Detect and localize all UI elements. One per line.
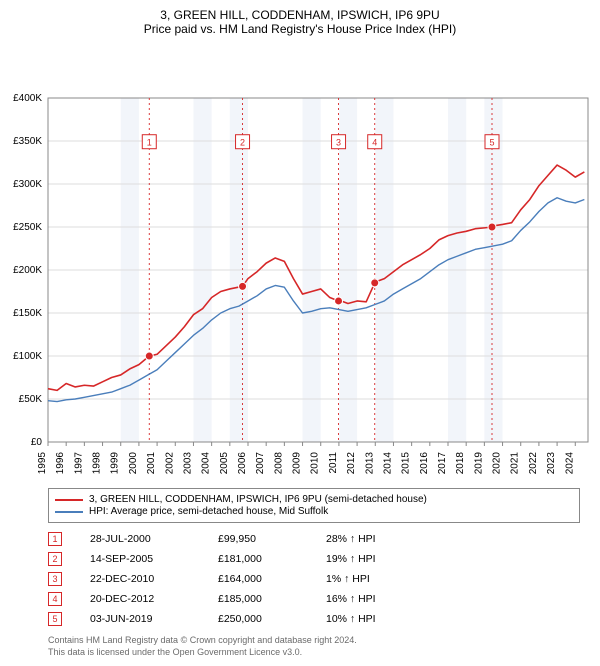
sale-date: 03-JUN-2019 — [90, 613, 190, 625]
sale-date: 20-DEC-2012 — [90, 593, 190, 605]
svg-text:1997: 1997 — [73, 452, 84, 475]
svg-text:1996: 1996 — [55, 452, 66, 475]
svg-text:£150K: £150K — [13, 308, 42, 319]
sales-table: 1 28-JUL-2000 £99,950 28% ↑ HPI 2 14-SEP-2005… — [48, 529, 580, 629]
svg-text:2024: 2024 — [564, 452, 575, 475]
chart-svg: £0 £50K £100K £150K £200K £250K £300K £350K £400… — [0, 42, 600, 482]
svg-text:2016: 2016 — [419, 452, 430, 475]
svg-text:£100K: £100K — [13, 351, 42, 362]
chart-plot-area: £0 £50K £100K £150K £200K £250K £300K £350K £400… — [0, 42, 600, 482]
legend-label: 3, GREEN HILL, CODDENHAM, IPSWICH, IP6 9… — [89, 494, 427, 505]
legend-swatch — [55, 499, 83, 501]
sale-marker: 4 — [48, 592, 62, 606]
sale-price: £185,000 — [218, 593, 298, 605]
sale-date: 14-SEP-2005 — [90, 553, 190, 565]
svg-text:2001: 2001 — [146, 452, 157, 475]
sale-pct: 1% ↑ HPI — [326, 573, 416, 585]
svg-text:2023: 2023 — [546, 452, 557, 475]
svg-text:£0: £0 — [31, 437, 43, 448]
svg-text:3: 3 — [336, 138, 341, 148]
legend-label: HPI: Average price, semi-detached house,… — [89, 506, 328, 517]
footnote-line: This data is licensed under the Open Gov… — [48, 647, 580, 659]
svg-text:2002: 2002 — [164, 452, 175, 475]
svg-text:2017: 2017 — [437, 452, 448, 475]
svg-text:2003: 2003 — [182, 452, 193, 475]
svg-text:2015: 2015 — [401, 452, 412, 475]
svg-text:2009: 2009 — [292, 452, 303, 475]
legend: 3, GREEN HILL, CODDENHAM, IPSWICH, IP6 9… — [48, 488, 580, 523]
svg-text:5: 5 — [489, 138, 494, 148]
footnote-line: Contains HM Land Registry data © Crown c… — [48, 635, 580, 647]
sale-price: £164,000 — [218, 573, 298, 585]
svg-text:2012: 2012 — [346, 452, 357, 475]
sales-row: 4 20-DEC-2012 £185,000 16% ↑ HPI — [48, 589, 580, 609]
sale-pct: 16% ↑ HPI — [326, 593, 416, 605]
svg-text:2000: 2000 — [128, 452, 139, 475]
sale-pct: 10% ↑ HPI — [326, 613, 416, 625]
sale-marker: 3 — [48, 572, 62, 586]
svg-text:£50K: £50K — [19, 394, 43, 405]
sales-row: 3 22-DEC-2010 £164,000 1% ↑ HPI — [48, 569, 580, 589]
svg-text:2019: 2019 — [473, 452, 484, 475]
svg-text:2010: 2010 — [310, 452, 321, 475]
svg-text:2013: 2013 — [364, 452, 375, 475]
svg-text:2022: 2022 — [528, 452, 539, 475]
svg-text:2: 2 — [240, 138, 245, 148]
chart-container: 3, GREEN HILL, CODDENHAM, IPSWICH, IP6 9… — [0, 0, 600, 658]
chart-subtitle: Price paid vs. HM Land Registry's House … — [0, 22, 600, 42]
svg-text:£300K: £300K — [13, 179, 42, 190]
svg-text:1998: 1998 — [92, 452, 103, 475]
sale-date: 28-JUL-2000 — [90, 533, 190, 545]
svg-text:£350K: £350K — [13, 136, 42, 147]
svg-text:£200K: £200K — [13, 265, 42, 276]
sales-row: 2 14-SEP-2005 £181,000 19% ↑ HPI — [48, 549, 580, 569]
sales-row: 5 03-JUN-2019 £250,000 10% ↑ HPI — [48, 609, 580, 629]
legend-item: HPI: Average price, semi-detached house,… — [55, 506, 573, 517]
sale-price: £250,000 — [218, 613, 298, 625]
legend-item: 3, GREEN HILL, CODDENHAM, IPSWICH, IP6 9… — [55, 494, 573, 505]
svg-text:2004: 2004 — [201, 452, 212, 475]
footnote: Contains HM Land Registry data © Crown c… — [48, 635, 580, 658]
sale-marker: 2 — [48, 552, 62, 566]
svg-text:2007: 2007 — [255, 452, 266, 475]
svg-text:4: 4 — [372, 138, 377, 148]
legend-swatch — [55, 511, 83, 513]
svg-text:1: 1 — [147, 138, 152, 148]
sale-marker: 5 — [48, 612, 62, 626]
svg-text:2014: 2014 — [382, 452, 393, 475]
sale-marker: 1 — [48, 532, 62, 546]
sale-price: £99,950 — [218, 533, 298, 545]
svg-text:2018: 2018 — [455, 452, 466, 475]
svg-text:2021: 2021 — [510, 452, 521, 475]
svg-text:1995: 1995 — [37, 452, 48, 475]
sale-pct: 28% ↑ HPI — [326, 533, 416, 545]
svg-text:£400K: £400K — [13, 93, 42, 104]
sale-date: 22-DEC-2010 — [90, 573, 190, 585]
sale-pct: 19% ↑ HPI — [326, 553, 416, 565]
sale-price: £181,000 — [218, 553, 298, 565]
svg-text:£250K: £250K — [13, 222, 42, 233]
svg-text:2005: 2005 — [219, 452, 230, 475]
chart-title: 3, GREEN HILL, CODDENHAM, IPSWICH, IP6 9… — [0, 0, 600, 22]
svg-text:2008: 2008 — [273, 452, 284, 475]
svg-text:1999: 1999 — [110, 452, 121, 475]
svg-text:2020: 2020 — [492, 452, 503, 475]
svg-text:2011: 2011 — [328, 452, 339, 474]
svg-text:2006: 2006 — [237, 452, 248, 475]
sales-row: 1 28-JUL-2000 £99,950 28% ↑ HPI — [48, 529, 580, 549]
